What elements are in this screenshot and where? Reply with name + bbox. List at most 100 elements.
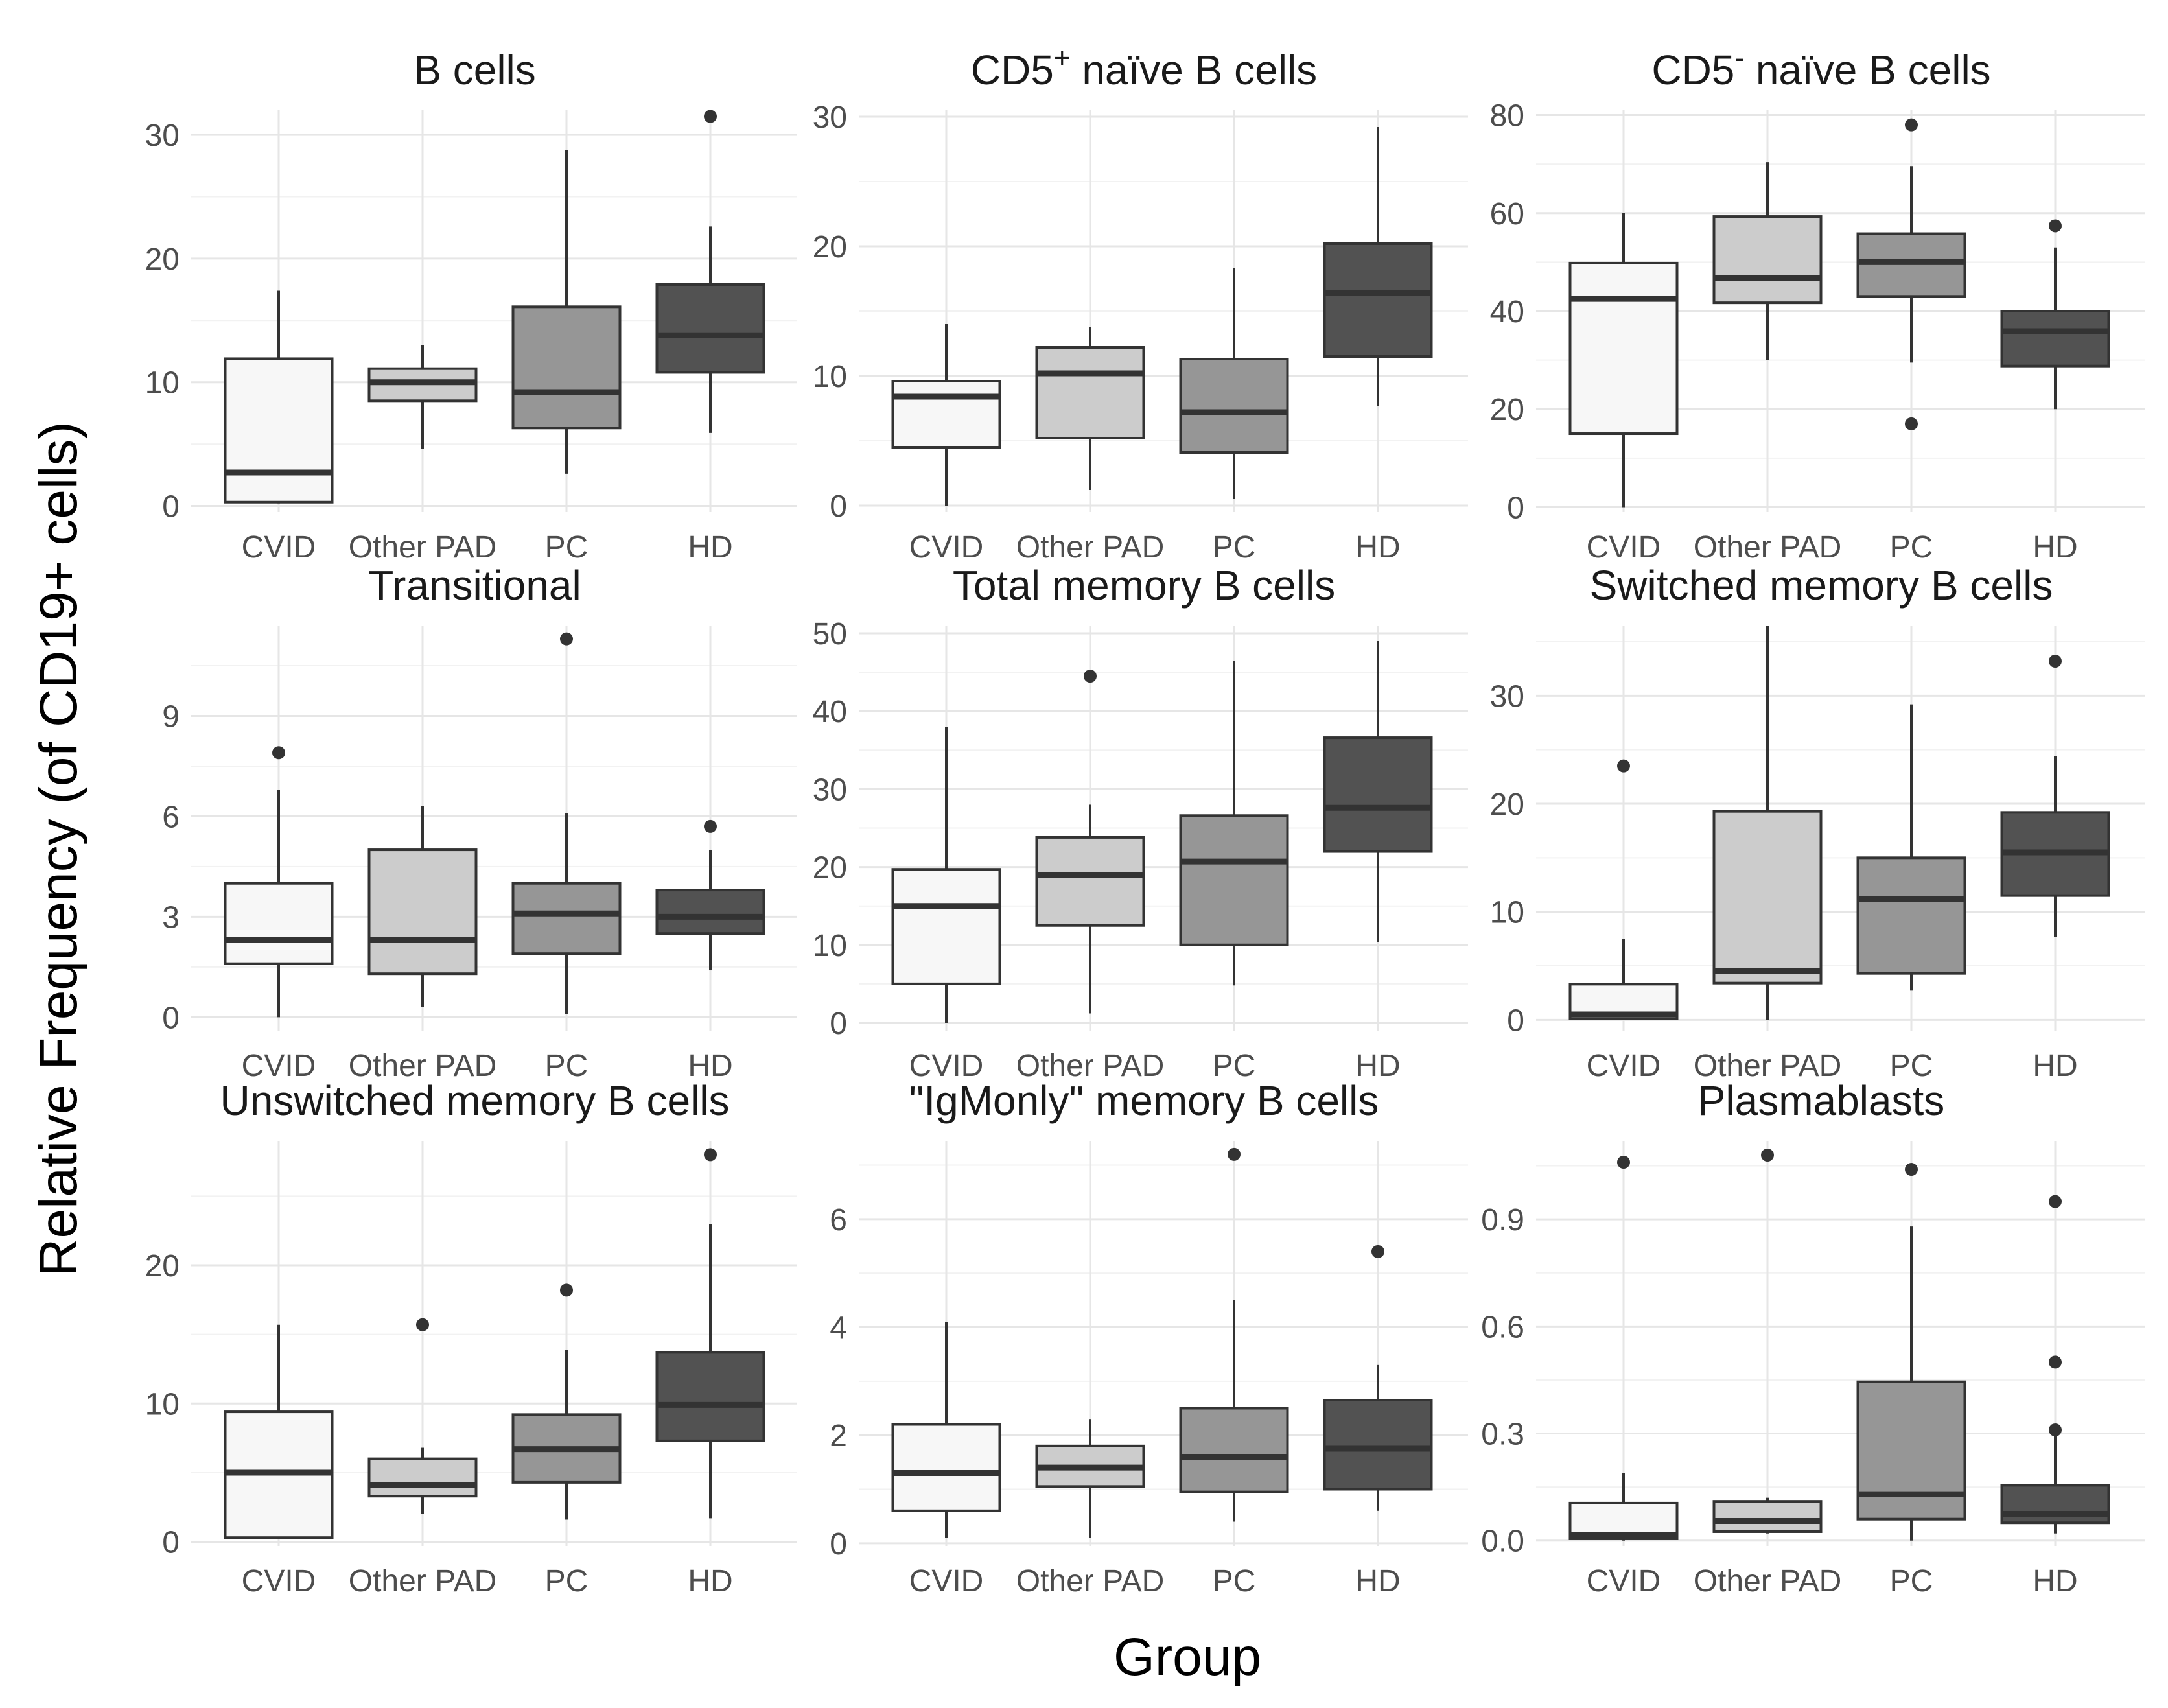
outlier-point bbox=[1905, 1163, 1918, 1176]
box-pc bbox=[1856, 704, 1966, 991]
y-tick-label: 0.9 bbox=[1481, 1203, 1524, 1237]
x-tick-label: Other PAD bbox=[349, 530, 497, 565]
box-hd bbox=[2000, 1195, 2110, 1534]
box-rect bbox=[367, 848, 478, 976]
x-tick-label: PC bbox=[1890, 1049, 1933, 1083]
box-pc bbox=[1179, 1147, 1289, 1522]
panel-title: Plasmablasts bbox=[1698, 1077, 1945, 1124]
y-tick-label: 3 bbox=[162, 900, 180, 935]
box-pc bbox=[1179, 268, 1289, 499]
y-tick-label: 0.0 bbox=[1481, 1525, 1524, 1559]
box-rect bbox=[1035, 836, 1145, 927]
panel-6: 0 10 20 30 CVID Other PAD PC HD Switched memory … bbox=[1490, 562, 2145, 1083]
y-tick-label: 20 bbox=[145, 242, 180, 277]
x-tick-label: PC bbox=[545, 1564, 589, 1598]
y-tick-label: 0 bbox=[830, 1527, 847, 1562]
y-tick-label: 6 bbox=[830, 1203, 847, 1237]
x-tick-label: HD bbox=[688, 1564, 732, 1598]
box-rect bbox=[1856, 232, 1966, 298]
box-hd bbox=[1323, 1245, 1433, 1511]
outlier-point bbox=[1084, 670, 1097, 683]
box-rect bbox=[655, 1351, 765, 1442]
box-rect bbox=[224, 882, 334, 965]
x-tick-label: Other PAD bbox=[349, 1049, 497, 1083]
outlier-point bbox=[1905, 417, 1918, 430]
y-tick-label: 0 bbox=[162, 1001, 180, 1035]
panel-title: CD5+ naïve B cells bbox=[971, 42, 1317, 93]
box-rect bbox=[1856, 1380, 1966, 1521]
y-tick-label: 0 bbox=[162, 489, 180, 524]
box-hd bbox=[655, 819, 765, 971]
box-rect bbox=[367, 1457, 478, 1498]
box-pc bbox=[1179, 661, 1289, 986]
box-hd bbox=[1323, 641, 1433, 942]
box-cvid bbox=[891, 727, 1001, 1023]
panel-9: 0.0 0.3 0.6 0.9 CVID Other PAD PC HD Plasmablast… bbox=[1481, 1077, 2145, 1598]
box-cvid bbox=[224, 746, 334, 1018]
panel-8: 0 2 4 6 CVID Other PAD PC HD "IgMonly" memory B … bbox=[830, 1077, 1468, 1598]
panel-3: 0 20 40 60 80 CVID Other PAD PC HD CD5- naïve B c… bbox=[1490, 42, 2145, 565]
y-tick-label: 50 bbox=[813, 617, 847, 651]
x-tick-label: Other PAD bbox=[1016, 530, 1165, 565]
x-tick-label: CVID bbox=[909, 1564, 984, 1598]
box-pc bbox=[511, 150, 622, 474]
outlier-point bbox=[416, 1318, 429, 1331]
x-tick-label: CVID bbox=[909, 1049, 984, 1083]
x-tick-label: PC bbox=[1890, 530, 1933, 565]
y-tick-label: 30 bbox=[813, 100, 847, 135]
x-tick-label: Other PAD bbox=[1694, 1564, 1842, 1598]
y-tick-label: 10 bbox=[813, 929, 847, 963]
box-cvid bbox=[1568, 1156, 1679, 1541]
box-rect bbox=[655, 283, 765, 374]
outlier-point bbox=[272, 746, 285, 760]
panel-2: 0 10 20 30 CVID Other PAD PC HD CD5+ naïve B cel… bbox=[813, 42, 1468, 565]
y-tick-label: 20 bbox=[813, 230, 847, 264]
box-rect bbox=[1035, 346, 1145, 439]
panel-title: B cells bbox=[414, 47, 536, 93]
outlier-point bbox=[2049, 1355, 2062, 1369]
panel-title: Unswitched memory B cells bbox=[220, 1077, 730, 1124]
x-tick-label: HD bbox=[1355, 530, 1400, 565]
panel-title: Total memory B cells bbox=[953, 562, 1335, 609]
x-tick-label: CVID bbox=[909, 530, 984, 565]
x-tick-label: CVID bbox=[242, 1564, 316, 1598]
box-rect bbox=[891, 380, 1001, 449]
box-rect bbox=[891, 1423, 1001, 1512]
panel-title: "IgMonly" memory B cells bbox=[909, 1077, 1379, 1124]
outlier-point bbox=[704, 819, 717, 833]
box-pc bbox=[1856, 118, 1966, 430]
box-pc bbox=[511, 632, 622, 1014]
box-rect bbox=[1323, 1399, 1433, 1491]
box-rect bbox=[1856, 856, 1966, 975]
outlier-point bbox=[2049, 655, 2062, 668]
y-tick-label: 20 bbox=[145, 1249, 180, 1283]
x-tick-label: Other PAD bbox=[349, 1564, 497, 1598]
box-cvid bbox=[224, 1324, 334, 1539]
x-tick-label: HD bbox=[2033, 530, 2077, 565]
box-rect bbox=[1712, 1500, 1823, 1533]
box-rect bbox=[511, 305, 622, 430]
outlier-point bbox=[1905, 118, 1918, 132]
box-other-pad bbox=[1035, 1419, 1145, 1538]
x-tick-label: Other PAD bbox=[1694, 1049, 1842, 1083]
x-tick-label: PC bbox=[545, 1049, 589, 1083]
y-tick-label: 20 bbox=[813, 851, 847, 885]
y-axis-title: Relative Frequency (of CD19+ cells) bbox=[29, 421, 88, 1276]
x-axis-title: Group bbox=[1113, 1628, 1261, 1687]
x-tick-label: CVID bbox=[1587, 1049, 1661, 1083]
box-rect bbox=[1179, 358, 1289, 454]
x-tick-label: PC bbox=[1213, 1564, 1256, 1598]
box-other-pad bbox=[1712, 1149, 1823, 1534]
outlier-point bbox=[1761, 1149, 1774, 1162]
box-cvid bbox=[891, 1322, 1001, 1538]
box-other-pad bbox=[367, 806, 478, 1007]
box-other-pad bbox=[1035, 670, 1145, 1014]
panel-title: Switched memory B cells bbox=[1590, 562, 2053, 609]
y-tick-label: 0.6 bbox=[1481, 1310, 1524, 1344]
box-rect bbox=[1179, 1407, 1289, 1493]
x-tick-label: CVID bbox=[242, 530, 316, 565]
y-tick-label: 0 bbox=[162, 1526, 180, 1560]
y-tick-label: 30 bbox=[145, 119, 180, 153]
outlier-point bbox=[1617, 1156, 1630, 1169]
